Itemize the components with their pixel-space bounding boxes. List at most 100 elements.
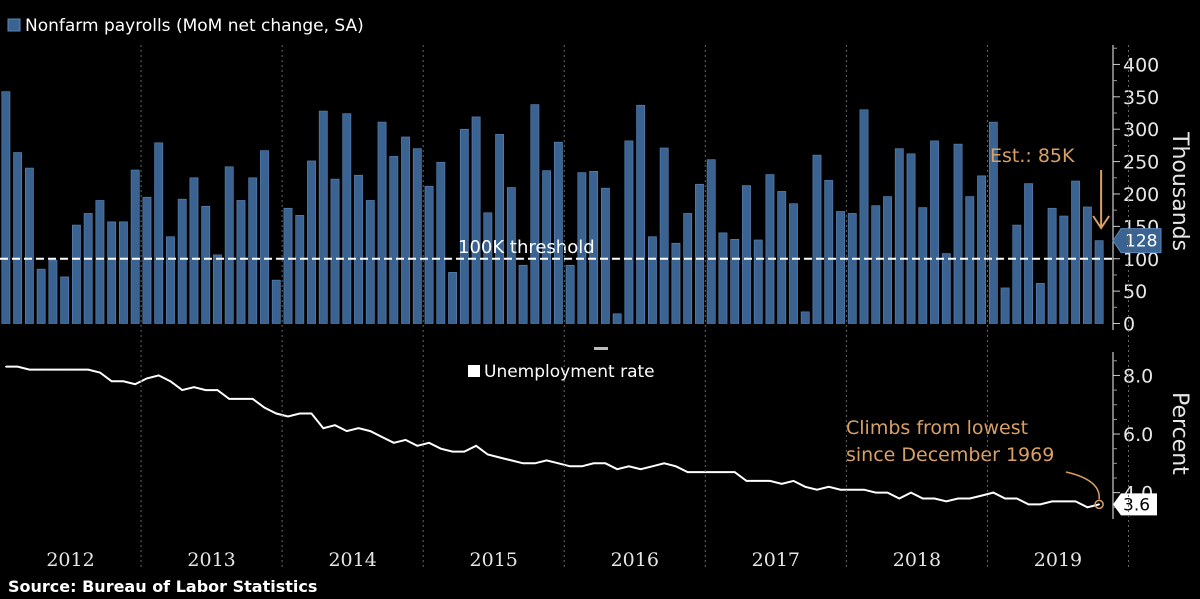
payroll-bar — [1059, 215, 1069, 324]
payroll-bar — [1035, 283, 1045, 324]
payroll-bar — [612, 313, 622, 324]
unemployment-point — [99, 371, 101, 374]
payroll-bar — [1, 91, 11, 324]
unemployment-point — [393, 442, 395, 444]
unemployment-y-axis: 4.06.08.0 — [1112, 352, 1153, 519]
payroll-bar — [518, 264, 528, 324]
payroll-bar — [142, 196, 152, 324]
unemployment-y-axis-title: Percent — [1167, 392, 1192, 475]
payroll-bar — [248, 177, 258, 324]
payroll-bar — [648, 236, 657, 324]
unemployment-point — [969, 497, 971, 500]
unemployment-point — [545, 459, 548, 462]
unemployment-point — [5, 365, 7, 368]
unemployment-point — [628, 465, 630, 468]
unemployment-point — [616, 468, 618, 470]
x-tick-label-year: 2012 — [46, 549, 94, 571]
x-tick-label-year: 2015 — [470, 549, 518, 571]
unemployment-point — [569, 465, 571, 468]
payroll-bar — [260, 150, 269, 324]
unemployment-point — [745, 480, 748, 482]
unemployment-point — [839, 488, 842, 491]
payroll-bar — [436, 161, 446, 324]
payroll-bar — [1000, 287, 1010, 324]
payroll-bar — [236, 200, 246, 324]
payroll-bar — [859, 109, 869, 324]
payroll-bar — [836, 211, 845, 324]
unemployment-point — [980, 494, 983, 497]
payroll-bar — [107, 221, 117, 324]
payroll-bar — [365, 200, 375, 324]
payroll-bar — [941, 253, 951, 324]
payroll-bar — [906, 153, 916, 324]
unemployment-point — [686, 471, 689, 473]
unemployment-point — [16, 365, 19, 368]
unemployment-legend-swatch — [468, 365, 480, 377]
unemployment-point — [122, 380, 125, 383]
payroll-bar — [495, 134, 505, 324]
unemployment-point — [63, 368, 66, 371]
unemployment-point — [945, 500, 948, 503]
payroll-bar — [201, 205, 211, 324]
unemployment-point — [722, 471, 724, 473]
unemployment-point — [921, 497, 924, 500]
unemployment-point — [1016, 497, 1018, 500]
payroll-bar — [624, 140, 634, 324]
payroll-bar — [36, 268, 46, 324]
unemployment-point — [851, 488, 854, 491]
x-axis: 2012 2013 2014 2015 2016 2017 2018 2019 — [46, 45, 1130, 571]
payroll-bar — [330, 178, 340, 324]
unemployment-point — [146, 377, 148, 380]
x-tick-label-year: 2019 — [1034, 549, 1082, 571]
payrolls-callout-bg — [1112, 228, 1162, 254]
unemployment-point — [487, 453, 489, 456]
unemployment-point — [451, 450, 454, 453]
unemployment-point — [204, 389, 207, 391]
unemployment-point — [428, 442, 430, 444]
payroll-bar — [883, 196, 892, 324]
payroll-bar — [589, 171, 599, 324]
payroll-bar — [283, 207, 293, 324]
payroll-bar — [988, 121, 998, 324]
unemployment-point — [639, 468, 642, 470]
unemployment-point — [1004, 497, 1006, 500]
unemployment-point — [757, 480, 760, 482]
unemployment-point — [534, 462, 536, 465]
payroll-bar — [60, 276, 70, 324]
panel-separator-handle[interactable] — [594, 347, 608, 350]
unemployment-point — [157, 374, 160, 377]
unemployment-point — [216, 389, 219, 391]
unemployment-point — [87, 368, 89, 371]
payroll-bar — [448, 272, 457, 324]
unemployment-point — [957, 497, 959, 500]
payrolls-y-axis-title: Thousands — [1167, 131, 1192, 251]
unemployment-point — [75, 368, 78, 371]
payroll-bar — [506, 187, 516, 324]
unemployment-point — [710, 471, 712, 473]
payroll-bar — [824, 180, 834, 324]
payrolls-legend-label: Nonfarm payrolls (MoM net change, SA) — [25, 16, 364, 36]
unemployment-point — [1051, 500, 1053, 503]
payrolls-tick-label: 50 — [1123, 281, 1147, 303]
unemployment-point — [557, 462, 560, 465]
unemployment-point — [1074, 500, 1077, 503]
payroll-bar — [812, 154, 822, 324]
unemployment-annotation-line-2: since December 1969 — [846, 444, 1054, 466]
unemployment-point — [792, 480, 795, 482]
payroll-bar — [401, 136, 410, 324]
payroll-bar — [789, 203, 798, 324]
payroll-bar — [71, 224, 81, 324]
unemployment-last-value: 3.6 — [1123, 495, 1150, 515]
unemployment-point — [310, 412, 313, 415]
payrolls-tick-label: 400 — [1123, 54, 1159, 76]
payroll-bar — [271, 279, 281, 324]
payrolls-legend: Nonfarm payrolls (MoM net change, SA) — [7, 16, 364, 36]
unemployment-point — [581, 465, 583, 468]
unemployment-point — [463, 450, 466, 453]
payroll-bar — [24, 167, 34, 324]
payroll-bar — [930, 140, 939, 324]
unemployment-point — [334, 424, 336, 427]
source-note: Source: Bureau of Labor Statistics — [8, 577, 317, 596]
unemployment-point — [369, 430, 372, 432]
